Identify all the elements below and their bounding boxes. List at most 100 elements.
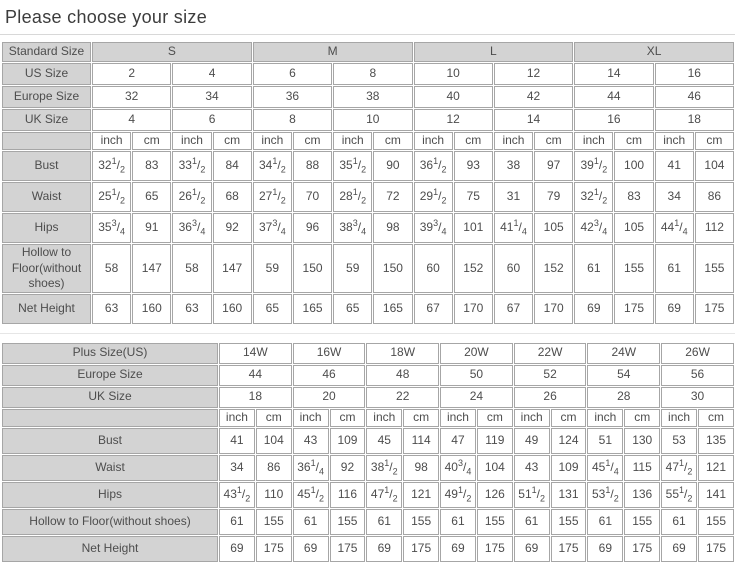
row-label: Hips	[2, 481, 218, 508]
value-cell: 141	[697, 481, 734, 508]
value-cell: 116	[329, 481, 366, 508]
unit-cell: cm	[212, 132, 252, 150]
value-cell: 69	[366, 535, 403, 562]
unit-cell: inch	[366, 408, 403, 427]
value-cell: 136	[624, 481, 661, 508]
size-cell: 32	[92, 86, 172, 108]
size-cell: 46	[292, 364, 366, 386]
value-cell: 105	[614, 213, 654, 243]
unit-cell: inch	[92, 132, 132, 150]
unit-cell: inch	[661, 408, 697, 427]
value-cell: 511/2	[513, 481, 550, 508]
row-label: Bust	[2, 427, 218, 454]
unit-cell: cm	[403, 408, 440, 427]
value-cell: 155	[403, 508, 440, 535]
row-label: US Size	[2, 63, 91, 85]
value-cell: 175	[403, 535, 440, 562]
row-label: UK Size	[2, 109, 91, 131]
value-cell: 121	[403, 481, 440, 508]
value-cell: 451/2	[292, 481, 329, 508]
value-cell: 155	[255, 508, 292, 535]
unit-cell: inch	[587, 408, 624, 427]
size-cell: 10	[333, 109, 413, 131]
size-cell: 40	[413, 86, 493, 108]
value-cell: 86	[694, 182, 734, 212]
value-cell: 96	[292, 213, 333, 243]
value-cell: 104	[255, 427, 292, 454]
value-cell: 69	[654, 293, 694, 324]
size-cell: 22	[366, 386, 440, 408]
value-cell: 68	[212, 182, 252, 212]
value-cell: 361/4	[292, 454, 329, 481]
value-cell: 60	[493, 244, 534, 293]
value-cell: 63	[172, 293, 212, 324]
page-title: Please choose your size	[5, 7, 208, 27]
value-cell: 281/2	[333, 182, 373, 212]
value-cell: 61	[661, 508, 697, 535]
size-cell: 44	[219, 364, 292, 386]
value-cell: 61	[440, 508, 476, 535]
size-cell: 30	[661, 386, 734, 408]
value-cell: 271/2	[252, 182, 292, 212]
size-cell: 12	[493, 63, 574, 85]
row-label: Plus Size(US)	[2, 342, 218, 364]
value-cell: 471/2	[366, 481, 403, 508]
value-cell: 43	[513, 454, 550, 481]
value-cell: 61	[574, 244, 614, 293]
value-cell: 65	[333, 293, 373, 324]
value-cell: 65	[132, 182, 172, 212]
value-cell: 411/4	[493, 213, 534, 243]
value-cell: 155	[476, 508, 513, 535]
standard-size-chart: Standard Size S M L XL US Size 2 4 6 8 10 12 14 16 Eur…	[1, 41, 735, 325]
value-cell: 92	[212, 213, 252, 243]
size-group-cell: 16W	[292, 342, 366, 364]
size-cell: 52	[513, 364, 587, 386]
value-cell: 34	[654, 182, 694, 212]
value-cell: 110	[255, 481, 292, 508]
row-label: Net Height	[2, 293, 91, 324]
value-cell: 471/2	[661, 454, 697, 481]
value-cell: 47	[440, 427, 476, 454]
size-cell: 16	[574, 109, 654, 131]
value-cell: 170	[534, 293, 574, 324]
value-cell: 59	[252, 244, 292, 293]
size-cell: 26	[513, 386, 587, 408]
size-cell: 8	[333, 63, 413, 85]
value-cell: 92	[329, 454, 366, 481]
value-cell: 61	[366, 508, 403, 535]
value-cell: 361/2	[413, 151, 453, 181]
row-label: Hips	[2, 213, 91, 243]
value-cell: 83	[132, 151, 172, 181]
value-cell: 109	[550, 454, 587, 481]
unit-cell: cm	[624, 408, 661, 427]
value-cell: 61	[219, 508, 255, 535]
value-cell: 135	[697, 427, 734, 454]
value-cell: 160	[212, 293, 252, 324]
value-cell: 383/4	[333, 213, 373, 243]
value-cell: 126	[476, 481, 513, 508]
size-group-cell: 24W	[587, 342, 661, 364]
unit-cell: cm	[697, 408, 734, 427]
row-label: Europe Size	[2, 86, 91, 108]
value-cell: 155	[614, 244, 654, 293]
unit-cell: inch	[252, 132, 292, 150]
value-cell: 381/2	[366, 454, 403, 481]
value-cell: 75	[453, 182, 493, 212]
size-cell: 24	[440, 386, 513, 408]
value-cell: 31	[493, 182, 534, 212]
row-label: Standard Size	[2, 42, 91, 62]
size-group-cell: L	[413, 42, 574, 62]
unit-cell: cm	[255, 408, 292, 427]
value-cell: 101	[453, 213, 493, 243]
value-cell: 165	[292, 293, 333, 324]
value-cell: 351/2	[333, 151, 373, 181]
size-cell: 18	[219, 386, 292, 408]
size-cell: 16	[654, 63, 734, 85]
value-cell: 160	[132, 293, 172, 324]
value-cell: 531/2	[587, 481, 624, 508]
value-cell: 70	[292, 182, 333, 212]
value-cell: 109	[329, 427, 366, 454]
value-cell: 431/2	[219, 481, 255, 508]
value-cell: 43	[292, 427, 329, 454]
